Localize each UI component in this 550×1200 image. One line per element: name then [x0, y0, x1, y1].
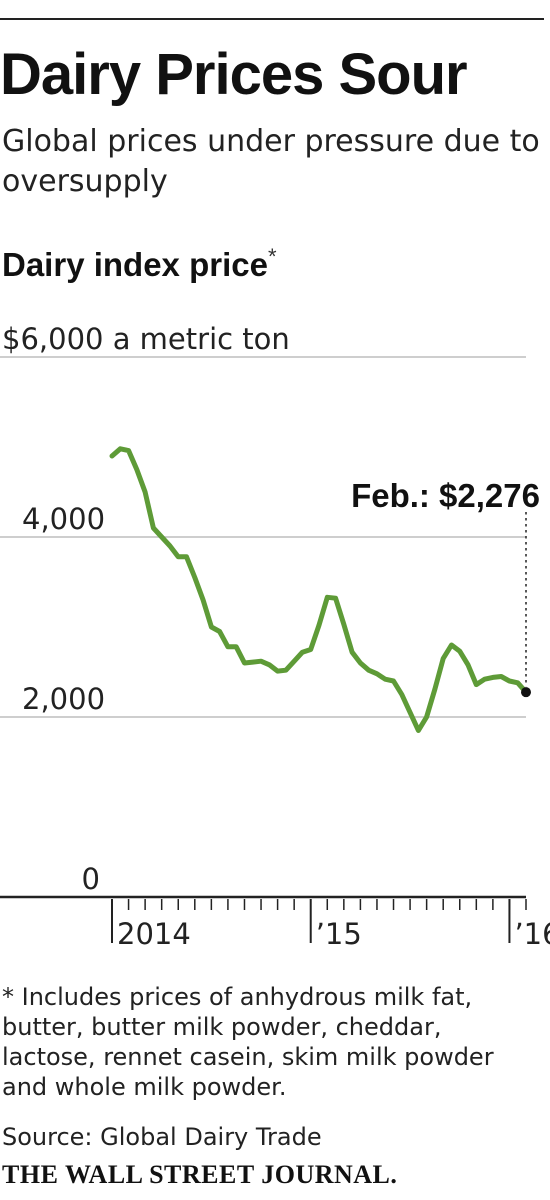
footnote-marker: * — [2, 983, 14, 1011]
annotation-label: Feb.: $2,276 — [351, 477, 540, 514]
chart-title-footnote-marker: * — [267, 244, 277, 269]
publication-masthead: THE WALL STREET JOURNAL. — [2, 1160, 398, 1189]
page-subtitle: Global prices under pressure due to over… — [2, 124, 540, 199]
chart-title-text: Dairy index price — [2, 246, 268, 283]
series-line — [109, 446, 529, 733]
footnote-text: Includes prices of anhydrous milk fat, b… — [2, 983, 494, 1101]
x-tick-label: ’15 — [316, 917, 362, 951]
page-title: Dairy Prices Sour — [0, 42, 468, 107]
latest-value-marker — [521, 687, 531, 698]
y-axis-unit-label: $6,000 a metric ton — [2, 322, 290, 356]
y-tick-label: 0 — [82, 862, 100, 896]
source-line: Source: Global Dairy Trade — [2, 1123, 322, 1151]
x-tick-label: 2014 — [117, 917, 191, 951]
y-tick-label: 2,000 — [22, 682, 105, 716]
top-rule — [0, 18, 544, 20]
x-tick-label: ’16 — [514, 917, 550, 951]
y-tick-label: 4,000 — [22, 502, 105, 536]
chart-title: Dairy index price* — [2, 235, 277, 287]
line-chart: 0 2,000 4,000 $6,000 a metric ton 2014 ’15 ’16… — [0, 322, 550, 951]
footnote: * Includes prices of anhydrous milk fat,… — [2, 982, 542, 1102]
